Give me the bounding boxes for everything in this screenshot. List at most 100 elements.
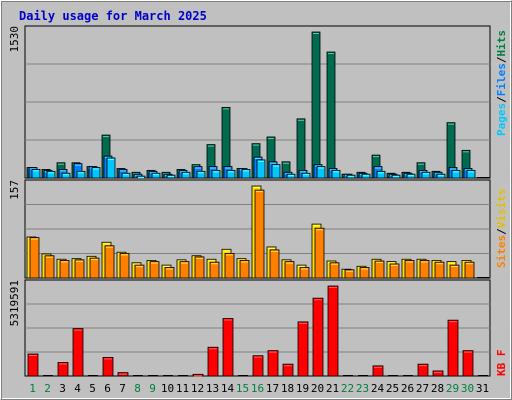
x-tick-label: 12 xyxy=(191,382,204,395)
bar-pages-28 xyxy=(436,173,446,179)
panel-visits-sites: 157 xyxy=(8,179,491,279)
bar-pages-11 xyxy=(181,171,191,179)
bar-pages-16 xyxy=(256,159,266,179)
bar-sites-1 xyxy=(29,237,40,279)
bar-kb-f-26 xyxy=(403,375,413,376)
x-tick-label: 30 xyxy=(461,382,474,395)
bar-kb-f-21 xyxy=(327,285,339,377)
bar-kb-f-18 xyxy=(282,363,294,377)
bar-sites-24 xyxy=(374,260,385,279)
bar-sites-28 xyxy=(434,261,445,279)
bar-kb-f-14 xyxy=(222,318,234,377)
bar-sites-5 xyxy=(89,257,100,279)
x-tick-label: 1 xyxy=(29,382,36,395)
bar-kb-f-20 xyxy=(312,297,324,377)
panel-hits-files-pages: 1530 xyxy=(8,25,491,179)
legend-text-top: Pages/Files/Hits xyxy=(495,30,508,136)
x-axis-labels: 1 2 3 4 5 6 7 8 9 10 11 12 13 14 15 16 17 18 19 20 21 22 23 24 2… xyxy=(29,382,489,395)
bar-kb-f-23 xyxy=(358,375,368,376)
x-tick-label: 9 xyxy=(149,382,156,395)
legend-item-visits: Visits xyxy=(495,189,508,229)
legend-item-files: Files xyxy=(495,63,508,96)
x-tick-label: 4 xyxy=(74,382,81,395)
bar-kb-f-5 xyxy=(88,375,98,376)
panel-kbytes: 5319591 xyxy=(8,279,491,377)
bar-kb-f-27 xyxy=(417,363,429,377)
bar-hits-20 xyxy=(311,31,321,179)
bar-sites-3 xyxy=(59,260,70,279)
legend-top: Pages/Files/Hits xyxy=(495,30,508,136)
legend-item-sites: Sites xyxy=(495,235,508,268)
legend-item-pages: Pages xyxy=(495,103,508,136)
bar-sites-16 xyxy=(254,189,265,279)
x-tick-label: 7 xyxy=(119,382,126,395)
chart-title: Daily usage for March 2025 xyxy=(19,9,207,23)
bar-pages-18 xyxy=(286,173,296,179)
bar-pages-24 xyxy=(376,170,386,179)
bar-sites-14 xyxy=(224,252,235,279)
axis-max-label: 5319591 xyxy=(8,280,21,326)
bar-kb-f-19 xyxy=(297,321,309,377)
x-tick-label: 22 xyxy=(341,382,354,395)
bar-sites-2 xyxy=(44,255,55,279)
x-tick-label: 11 xyxy=(176,382,189,395)
bar-pages-25 xyxy=(391,174,401,179)
legend-separator: / xyxy=(495,56,508,63)
legend-item-kb-f: KB F xyxy=(495,350,508,377)
x-tick-label: 13 xyxy=(206,382,219,395)
bar-kb-f-16 xyxy=(252,355,264,377)
x-tick-label: 27 xyxy=(416,382,429,395)
bar-kb-f-31 xyxy=(478,375,488,376)
x-tick-label: 25 xyxy=(386,382,399,395)
bar-kb-f-15 xyxy=(238,375,248,376)
x-tick-label: 16 xyxy=(251,382,264,395)
bar-kb-f-29 xyxy=(447,319,459,377)
bar-pages-31 xyxy=(482,177,490,178)
bar-kb-f-12 xyxy=(192,373,204,377)
x-tick-label: 17 xyxy=(266,382,279,395)
bar-pages-12 xyxy=(196,170,206,179)
bar-kb-f-1 xyxy=(27,353,39,377)
bar-sites-13 xyxy=(209,261,220,279)
bar-pages-5 xyxy=(91,167,101,179)
x-tick-label: 2 xyxy=(44,382,51,395)
legend-separator: / xyxy=(495,96,508,103)
bar-sites-21 xyxy=(329,262,340,279)
bar-kb-f-2 xyxy=(43,375,53,376)
bar-pages-23 xyxy=(361,173,371,179)
x-tick-label: 14 xyxy=(221,382,235,395)
bar-pages-13 xyxy=(211,169,221,179)
x-tick-label: 5 xyxy=(89,382,96,395)
bar-pages-29 xyxy=(451,169,461,179)
bar-pages-6 xyxy=(106,157,116,179)
legend-item-hits: Hits xyxy=(495,30,508,57)
bar-kb-f-6 xyxy=(102,356,114,377)
bar-sites-7 xyxy=(119,252,130,279)
bar-pages-20 xyxy=(316,166,326,179)
x-tick-label: 8 xyxy=(134,382,141,395)
bar-sites-20 xyxy=(314,227,325,279)
bar-sites-23 xyxy=(359,267,370,279)
x-tick-label: 23 xyxy=(356,382,369,395)
bar-sites-30 xyxy=(464,261,475,279)
x-tick-label: 18 xyxy=(281,382,294,395)
bar-pages-15 xyxy=(241,169,251,179)
bar-sites-25 xyxy=(389,263,400,279)
x-tick-label: 31 xyxy=(476,382,489,395)
bar-kb-f-13 xyxy=(207,346,219,377)
axis-max-label: 157 xyxy=(8,180,21,200)
axis-max-label: 1530 xyxy=(8,26,21,53)
x-tick-label: 19 xyxy=(296,382,309,395)
bar-pages-4 xyxy=(76,170,86,179)
bar-hits-21 xyxy=(326,51,336,179)
bar-sites-10 xyxy=(164,267,175,279)
x-tick-label: 6 xyxy=(104,382,111,395)
bar-pages-26 xyxy=(406,173,416,179)
bar-sites-11 xyxy=(179,261,190,279)
bar-sites-27 xyxy=(419,260,430,279)
bar-kb-f-30 xyxy=(462,350,474,377)
bar-kb-f-4 xyxy=(72,328,84,377)
bar-pages-10 xyxy=(166,174,176,179)
x-tick-label: 29 xyxy=(446,382,459,395)
